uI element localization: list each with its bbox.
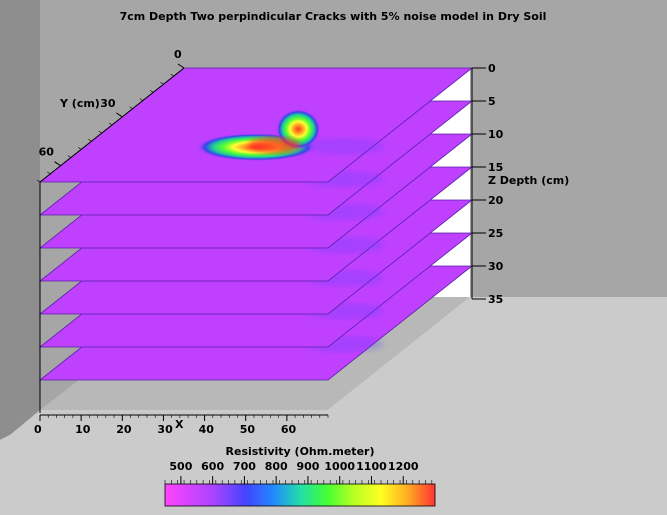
- y-minor-tick: [57, 163, 61, 166]
- x-tick-label: 20: [116, 423, 132, 436]
- y-minor-tick: [36, 179, 41, 183]
- axes: 0 5 10 15 20 25 30 35 0 10 20 30 40 50 60 0 30 60: [34, 48, 504, 436]
- side-wall: [0, 0, 40, 440]
- y-minor-tick: [180, 65, 185, 69]
- y-tick-label: 60: [39, 146, 55, 159]
- z-tick-label: 10: [488, 128, 504, 141]
- z-tick-label: 35: [488, 293, 503, 306]
- colorbar: Resistivity (Ohm.meter) 500 600 700 800 900 1…: [164, 445, 436, 507]
- z-tick-label: 5: [488, 95, 496, 108]
- chart-title: 7cm Depth Two perpindicular Cracks with …: [120, 10, 547, 23]
- y-minor-tick: [119, 114, 123, 118]
- back-wall: [0, 0, 667, 297]
- z-tick-label: 20: [488, 194, 504, 207]
- colorbar-gradient: [164, 483, 436, 507]
- colorbar-label: Resistivity (Ohm.meter): [226, 445, 375, 458]
- x-tick-label: 50: [240, 423, 256, 436]
- colorbar-tick-label: 900: [296, 460, 319, 473]
- slice-tint: [304, 138, 384, 155]
- y-tick-label: 30: [100, 97, 116, 110]
- colorbar-tick-label: 1200: [388, 460, 419, 473]
- y-minor-tick: [47, 171, 51, 175]
- x-tick-label: 10: [75, 423, 91, 436]
- y-tick-label: 0: [174, 48, 182, 61]
- colorbar-tick-label: 1100: [356, 460, 387, 473]
- y-minor-tick: [139, 98, 144, 101]
- y-minor-tick: [67, 155, 72, 158]
- crack-peak: [248, 137, 301, 154]
- colorbar-tick-label: 600: [201, 460, 224, 473]
- y-minor-tick: [108, 122, 113, 126]
- y-minor-tick: [77, 147, 82, 150]
- x-tick-label: 60: [281, 423, 297, 436]
- y-minor-tick: [170, 73, 174, 77]
- floor: [0, 297, 667, 515]
- colorbar-ticks: 500 600 700 800 900 1000 1100 1200: [164, 460, 433, 484]
- depth-slices: [38, 67, 474, 381]
- z-tick-label: 15: [488, 161, 503, 174]
- colorbar-tick-label: 800: [265, 460, 288, 473]
- crack-anomaly: [196, 109, 321, 162]
- colorbar-tick-label: 500: [169, 460, 192, 473]
- y-minor-tick: [129, 106, 133, 109]
- x-tick-label: 0: [34, 423, 42, 436]
- y-axis-label: Y (cm): [59, 97, 100, 110]
- x-tick-label: 30: [157, 423, 173, 436]
- z-tick-label: 0: [488, 62, 496, 75]
- x-axis-label: X: [175, 418, 184, 431]
- colorbar-tick-label: 1000: [324, 460, 355, 473]
- y-minor-tick: [98, 130, 102, 134]
- y-minor-tick: [149, 90, 154, 93]
- y-minor-tick: [160, 82, 164, 85]
- x-tick-label: 40: [199, 423, 215, 436]
- colorbar-tick-label: 700: [233, 460, 256, 473]
- z-axis-label: Z Depth (cm): [488, 174, 569, 187]
- z-tick-label: 30: [488, 260, 504, 273]
- y-minor-tick: [88, 139, 92, 142]
- z-tick-label: 25: [488, 227, 503, 240]
